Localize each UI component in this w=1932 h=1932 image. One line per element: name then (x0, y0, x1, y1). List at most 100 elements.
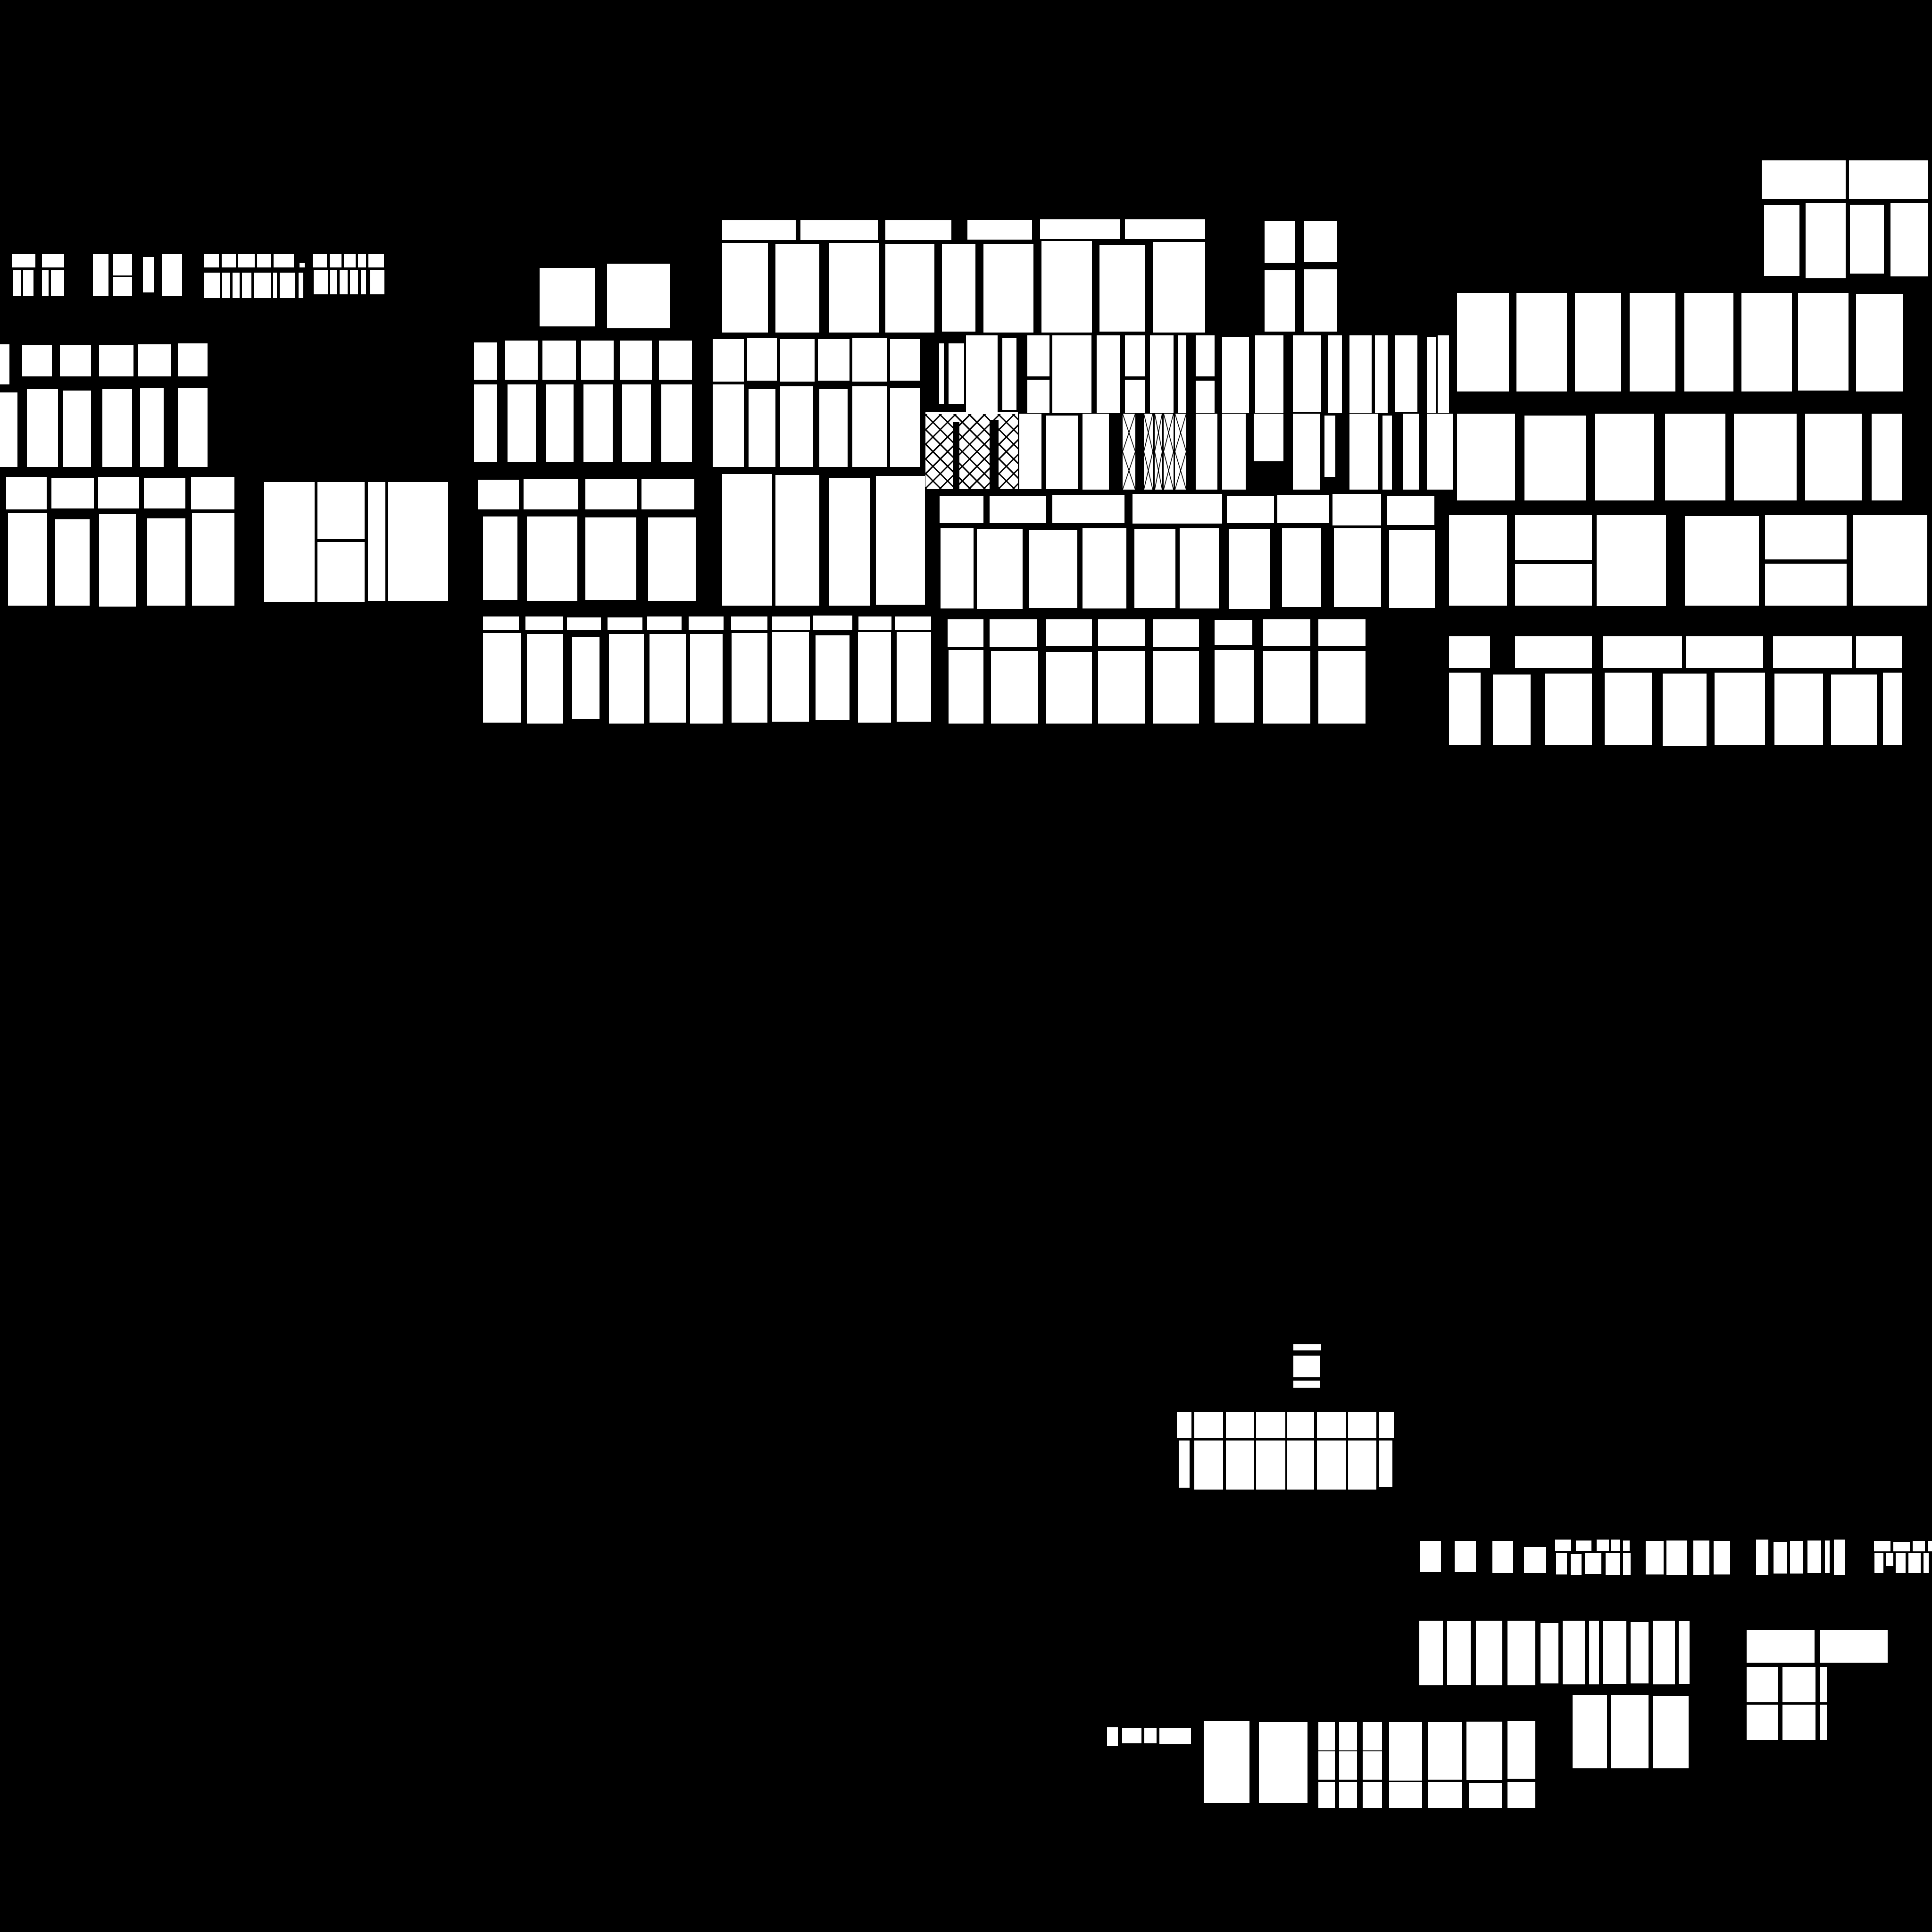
building-block (1666, 1541, 1687, 1575)
building-block (1098, 651, 1145, 724)
building-block (1339, 1751, 1357, 1780)
building-block (1611, 1695, 1649, 1768)
building-block (99, 514, 136, 607)
building-block (254, 273, 271, 298)
building-block (299, 273, 303, 298)
building-block (370, 270, 384, 294)
building-block (722, 220, 796, 240)
building-block (0, 392, 17, 467)
building-block (1611, 1540, 1620, 1551)
building-block (1686, 636, 1763, 668)
x-braced-panel (1175, 414, 1186, 490)
building-block (983, 244, 1033, 333)
building-block (1144, 1728, 1157, 1743)
building-block (1194, 1441, 1223, 1490)
building-block (977, 529, 1023, 609)
building-block (1348, 1412, 1376, 1438)
building-block (140, 388, 164, 467)
building-block (98, 477, 139, 508)
hatch-slot-bar (990, 420, 999, 489)
building-block (1178, 335, 1186, 413)
building-block (1196, 335, 1215, 376)
building-block (1052, 495, 1124, 523)
building-block (1265, 221, 1295, 263)
building-block (1318, 1751, 1335, 1780)
building-block (1493, 675, 1531, 745)
building-block (1125, 380, 1145, 413)
building-block (527, 516, 577, 601)
building-block (55, 519, 90, 606)
x-braced-panel (1123, 414, 1135, 490)
building-block (661, 384, 692, 462)
building-block (6, 477, 47, 509)
building-block (885, 220, 951, 240)
building-block (1324, 416, 1335, 477)
building-block (608, 617, 642, 630)
building-block (895, 616, 931, 630)
building-block (1597, 1540, 1609, 1551)
building-block (264, 482, 315, 602)
building-block (1027, 335, 1049, 376)
building-block (775, 244, 819, 333)
building-block (1046, 416, 1078, 489)
building-block (1395, 335, 1417, 412)
building-block (42, 270, 49, 296)
building-block (1820, 1705, 1827, 1740)
building-block (1256, 1412, 1285, 1438)
building-block (1256, 1441, 1285, 1490)
building-block (1908, 1553, 1921, 1573)
building-block (1215, 620, 1252, 645)
building-block (344, 254, 356, 267)
building-block (1304, 221, 1337, 262)
building-block (527, 634, 563, 724)
building-block (890, 388, 920, 467)
building-block (1133, 494, 1222, 524)
building-block (330, 270, 337, 294)
building-block (1363, 1722, 1382, 1750)
building-block (1595, 414, 1654, 500)
building-block (1773, 636, 1852, 668)
building-block (1515, 564, 1592, 606)
building-block (542, 341, 576, 380)
building-block (1215, 650, 1254, 723)
building-block (1222, 414, 1246, 490)
building-block (1774, 1542, 1787, 1574)
building-block (257, 254, 271, 267)
building-block (622, 384, 651, 462)
hatch-slot-bar (953, 422, 959, 489)
building-block (1563, 1621, 1585, 1684)
building-block (858, 632, 891, 723)
building-block (242, 273, 251, 298)
building-block (941, 528, 974, 608)
building-block (340, 270, 348, 294)
building-block (191, 477, 234, 509)
building-block (897, 632, 931, 722)
building-block (858, 616, 891, 630)
building-block (388, 482, 448, 601)
building-block (1125, 335, 1145, 376)
building-block (63, 391, 91, 467)
building-block (967, 220, 1032, 240)
building-block (1653, 1696, 1689, 1768)
building-block (1083, 528, 1126, 608)
building-block (813, 616, 852, 630)
building-block (1379, 1412, 1394, 1438)
building-block (1263, 619, 1310, 646)
building-block (113, 277, 132, 296)
building-block (852, 338, 887, 382)
building-block (1834, 1540, 1845, 1575)
building-block (60, 345, 91, 376)
hatched-building-block (925, 412, 1018, 489)
building-block (732, 633, 767, 723)
building-block (1886, 1553, 1893, 1566)
building-block (162, 254, 182, 296)
building-block (1603, 636, 1682, 668)
building-block (1196, 381, 1215, 413)
building-block (1790, 1541, 1803, 1574)
building-block (314, 270, 328, 294)
building-block (1046, 619, 1092, 646)
building-block (474, 342, 497, 380)
building-block (1265, 270, 1295, 332)
building-block (1150, 335, 1174, 413)
building-block (1277, 495, 1329, 523)
